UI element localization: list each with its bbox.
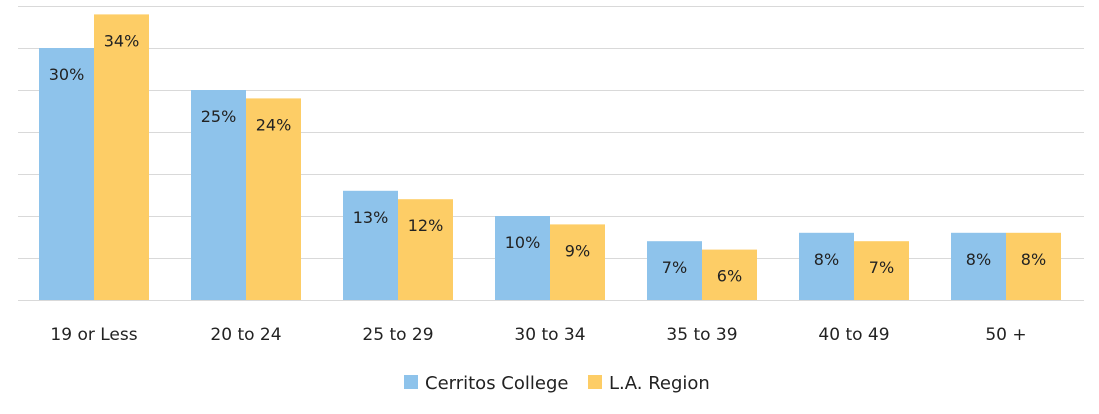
data-label: 8% [814,250,839,269]
data-label: 7% [869,258,894,277]
x-tick-label: 50 + [985,325,1026,345]
x-tick-label: 19 or Less [50,325,137,345]
legend-swatch [404,375,418,389]
x-tick-label: 40 to 49 [818,325,889,345]
data-label: 24% [256,115,292,134]
bar-cerritos-3 [343,190,398,300]
data-label: 13% [353,208,389,227]
x-tick-label: 20 to 24 [210,325,281,345]
bar-cerritos-1 [39,48,94,300]
bar-la-region-5 [702,249,757,300]
data-label: 9% [565,241,590,260]
data-label: 10% [505,233,541,252]
data-label: 12% [408,216,444,235]
bar-la-region-1 [94,14,149,301]
data-label: 25% [201,107,237,126]
data-label: 6% [717,267,742,286]
data-label: 8% [966,250,991,269]
x-axis-tick-labels: 19 or Less 20 to 24 25 to 29 30 to 34 35 to … [50,325,1026,345]
bar-la-region-4 [550,224,605,300]
data-label: 34% [104,31,140,50]
legend-label: L.A. Region [609,373,710,394]
legend-swatch [588,375,602,389]
data-label: 30% [49,65,85,84]
x-tick-label: 35 to 39 [666,325,737,345]
bar-la-region-2 [246,98,301,301]
legend: Cerritos College L.A. Region [404,373,710,394]
bar-cerritos-2 [191,90,246,300]
bars: 30% 34% 25% 24% 13% 12% 10% 9% 7% 6% 8% 7% 8% 8% [39,14,1061,301]
x-tick-label: 30 to 34 [514,325,585,345]
x-tick-label: 25 to 29 [362,325,433,345]
bar-cerritos-5 [647,241,702,300]
legend-label: Cerritos College [425,373,568,394]
bar-cerritos-4 [495,216,550,300]
bar-cerritos-7 [951,232,1006,300]
data-label: 8% [1021,250,1046,269]
bar-la-region-6 [854,241,909,300]
bar-cerritos-6 [799,232,854,300]
data-label: 7% [662,258,687,277]
bar-la-region-7 [1006,232,1061,300]
bar-la-region-3 [398,199,453,300]
